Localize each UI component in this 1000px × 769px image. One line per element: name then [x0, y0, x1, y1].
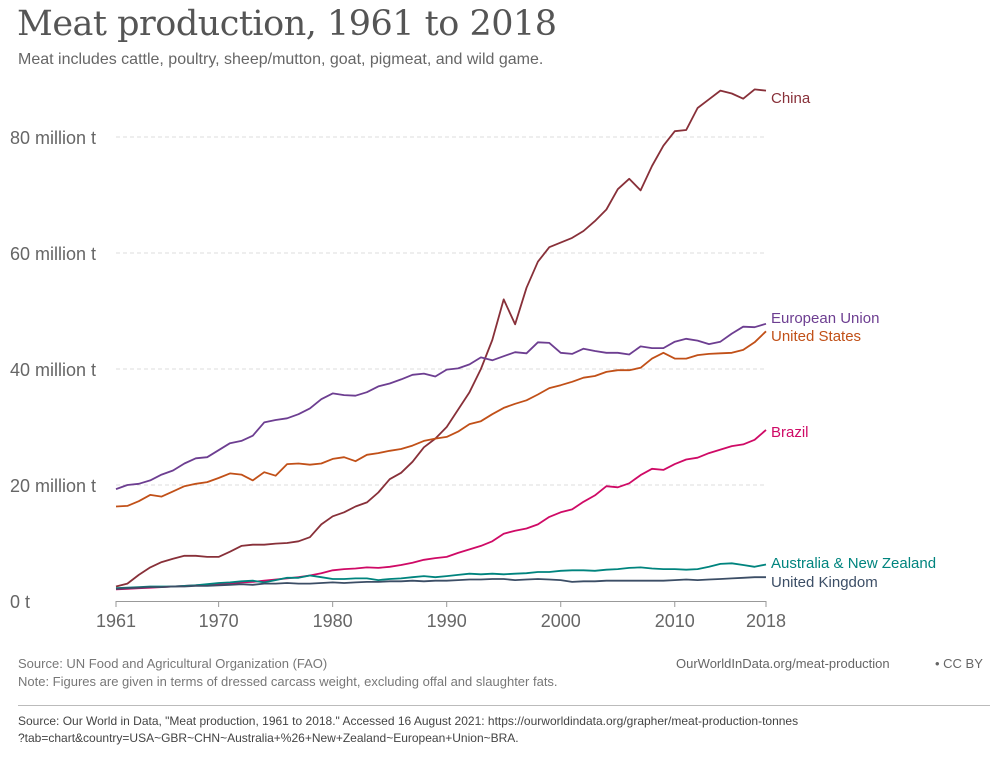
x-tick-label: 2000 — [541, 611, 581, 631]
note-text: Note: Figures are given in terms of dres… — [18, 674, 558, 689]
chart-title: Meat production, 1961 to 2018 — [17, 4, 557, 44]
chart-subtitle: Meat includes cattle, poultry, sheep/mut… — [18, 51, 544, 68]
citation-line-2: ?tab=chart&country=USA~GBR~CHN~Australia… — [18, 731, 519, 745]
series-label[interactable]: European Union — [771, 310, 879, 327]
y-tick-label: 40 million t — [10, 360, 96, 380]
x-tick-label: 2018 — [746, 611, 786, 631]
grid-lines — [116, 136, 766, 486]
series-line-united-kingdom[interactable] — [115, 576, 766, 590]
series-label[interactable]: Brazil — [771, 424, 809, 441]
series-line-european-union[interactable] — [115, 322, 767, 490]
x-tick-label: 1961 — [96, 611, 136, 631]
series-lines — [115, 88, 767, 591]
y-tick-label: 0 t — [10, 592, 30, 612]
series-label[interactable]: United States — [771, 328, 861, 345]
y-axis-ticks: 0 t 20 million t 40 million t 60 million t 8… — [10, 128, 96, 612]
series-line-united-states[interactable] — [115, 330, 767, 508]
x-tick-label: 1990 — [427, 611, 467, 631]
series-line-china[interactable] — [115, 88, 767, 588]
citation-line-1: Source: Our World in Data, "Meat product… — [18, 714, 799, 728]
x-tick-label: 2010 — [655, 611, 695, 631]
series-label[interactable]: China — [771, 90, 811, 107]
y-tick-label: 80 million t — [10, 128, 96, 148]
divider — [18, 705, 990, 706]
x-axis: 1961 1970 1980 1990 2000 2010 2018 — [96, 601, 786, 631]
x-tick-label: 1980 — [313, 611, 353, 631]
source-url-link[interactable]: OurWorldInData.org/meat-production — [676, 656, 890, 671]
y-tick-label: 20 million t — [10, 476, 96, 496]
license-text[interactable]: • CC BY — [935, 656, 983, 671]
series-line-brazil[interactable] — [115, 429, 767, 591]
y-tick-label: 60 million t — [10, 244, 96, 264]
series-line-australia-new-zealand[interactable] — [115, 562, 767, 590]
source-text: Source: UN Food and Agricultural Organiz… — [18, 656, 328, 671]
series-label[interactable]: Australia & New Zealand — [771, 555, 936, 572]
series-label[interactable]: United Kingdom — [771, 574, 878, 591]
x-tick-label: 1970 — [199, 611, 239, 631]
line-chart: 0 t 20 million t 40 million t 60 million t 8… — [10, 88, 936, 631]
